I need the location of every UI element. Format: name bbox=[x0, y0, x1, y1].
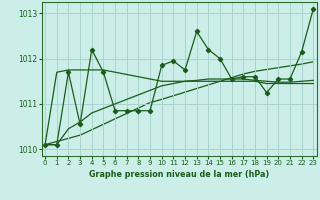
X-axis label: Graphe pression niveau de la mer (hPa): Graphe pression niveau de la mer (hPa) bbox=[89, 170, 269, 179]
